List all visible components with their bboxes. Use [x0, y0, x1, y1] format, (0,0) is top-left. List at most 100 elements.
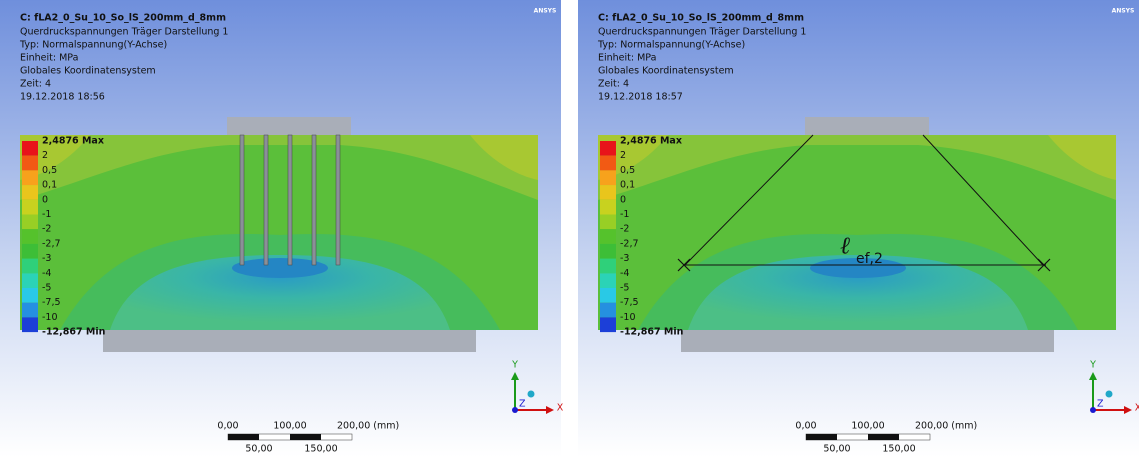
header-line: 19.12.2018 18:56	[20, 92, 105, 103]
scale-label: 0,00	[217, 421, 238, 432]
header-line: Zeit: 4	[598, 79, 629, 90]
header-title: C: fLA2_0_Su_10_So_lS_200mm_d_8mm	[20, 13, 226, 24]
scale-label: 50,00	[823, 444, 850, 455]
legend-label: -5	[42, 283, 51, 294]
legend-label: 0,5	[42, 165, 57, 176]
legend-swatch	[22, 229, 38, 244]
legend-swatch	[600, 259, 616, 274]
annotation-sub: ef,2	[856, 251, 883, 267]
legend-label: -1	[42, 209, 51, 220]
rod	[288, 135, 292, 265]
legend-swatch	[22, 288, 38, 303]
scale-bar-seg	[868, 434, 899, 440]
legend-label: -12,867 Min	[620, 327, 684, 338]
header-line: Querdruckspannungen Träger Darstellung 1	[20, 27, 228, 38]
scale-label: 100,00	[851, 421, 884, 432]
legend-label: -7,5	[620, 297, 639, 308]
scale-label: 0,00	[795, 421, 816, 432]
header-line: Globales Koordinatensystem	[20, 66, 156, 77]
legend-label: -5	[620, 283, 629, 294]
header-line: Zeit: 4	[20, 79, 51, 90]
triad-ball	[1106, 391, 1113, 398]
scale-bar-seg	[806, 434, 837, 440]
legend-swatch	[22, 141, 38, 156]
rod	[312, 135, 316, 265]
logo: ANSYS	[1112, 8, 1135, 15]
header-line: Einheit: MPa	[20, 53, 78, 64]
legend-swatch	[600, 229, 616, 244]
legend-label: -2,7	[42, 238, 61, 249]
panel: ANSYS C: fLA2_0_Su_10_So_lS_200mm_d_8mm Qu…	[0, 0, 564, 457]
header-line: Typ: Normalspannung(Y-Achse)	[19, 40, 167, 51]
legend-label: -10	[620, 312, 636, 323]
annotation-main: ℓ	[840, 232, 850, 260]
rod	[240, 135, 244, 265]
legend-swatch	[600, 141, 616, 156]
axis-label-z: Z	[1097, 399, 1104, 410]
axis-z	[1090, 407, 1096, 413]
legend-label: 2	[620, 150, 626, 161]
plate-top	[227, 117, 351, 135]
legend-swatch	[22, 317, 38, 332]
legend-label: 2,4876 Max	[42, 136, 104, 147]
scale-label: 200,00 (mm)	[915, 421, 977, 432]
legend-label: 0	[42, 194, 48, 205]
scale-bar-seg	[228, 434, 259, 440]
axis-label-x: X	[557, 403, 564, 414]
legend-label: -2	[42, 224, 51, 235]
header-line: Typ: Normalspannung(Y-Achse)	[597, 40, 745, 51]
scale-label: 100,00	[273, 421, 306, 432]
legend-label: 0,1	[42, 180, 57, 191]
legend-swatch	[600, 273, 616, 288]
scale-label: 200,00 (mm)	[337, 421, 399, 432]
legend-swatch	[22, 215, 38, 230]
legend-label: 0,1	[620, 180, 635, 191]
legend-label: -2	[620, 224, 629, 235]
axis-label-y: Y	[511, 360, 518, 371]
legend-swatch	[600, 244, 616, 259]
legend-label: -7,5	[42, 297, 61, 308]
legend-label: -3	[620, 253, 629, 264]
plate-bottom	[103, 330, 476, 352]
legend-label: 2	[42, 150, 48, 161]
legend-swatch	[600, 288, 616, 303]
panel: ANSYS C: fLA2_0_Su_10_So_lS_200mm_d_8mm Qu…	[578, 0, 1139, 457]
legend-label: -4	[42, 268, 51, 279]
axis-label-y: Y	[1089, 360, 1096, 371]
page: ANSYS C: fLA2_0_Su_10_So_lS_200mm_d_8mm Qu…	[0, 0, 1139, 457]
header-line: Querdruckspannungen Träger Darstellung 1	[598, 27, 806, 38]
legend-label: -1	[620, 209, 629, 220]
scale-label: 50,00	[245, 444, 272, 455]
legend-swatch	[22, 303, 38, 318]
rod	[336, 135, 340, 265]
legend-swatch	[22, 273, 38, 288]
legend-swatch	[600, 170, 616, 185]
legend-swatch	[22, 156, 38, 171]
axis-label-x: X	[1135, 403, 1139, 414]
header-title: C: fLA2_0_Su_10_So_lS_200mm_d_8mm	[598, 13, 804, 24]
legend-label: -2,7	[620, 238, 639, 249]
legend-label: 0,5	[620, 165, 635, 176]
plate-bottom	[681, 330, 1054, 352]
scale-label: 150,00	[304, 444, 337, 455]
header-line: Globales Koordinatensystem	[598, 66, 734, 77]
legend-swatch	[600, 317, 616, 332]
legend-swatch	[22, 259, 38, 274]
legend-swatch	[22, 200, 38, 215]
legend-swatch	[22, 244, 38, 259]
axis-z	[512, 407, 518, 413]
logo: ANSYS	[534, 8, 557, 15]
legend-label: -12,867 Min	[42, 327, 106, 338]
screenshot: ANSYS C: fLA2_0_Su_10_So_lS_200mm_d_8mm Qu…	[0, 0, 1139, 457]
legend-swatch	[22, 170, 38, 185]
legend-label: 0	[620, 194, 626, 205]
legend-swatch	[22, 185, 38, 200]
scale-label: 150,00	[882, 444, 915, 455]
legend-swatch	[600, 185, 616, 200]
plate-top	[805, 117, 929, 135]
header-line: Einheit: MPa	[598, 53, 656, 64]
header-line: 19.12.2018 18:57	[598, 92, 683, 103]
legend-swatch	[600, 156, 616, 171]
triad-ball	[528, 391, 535, 398]
legend-swatch	[600, 215, 616, 230]
